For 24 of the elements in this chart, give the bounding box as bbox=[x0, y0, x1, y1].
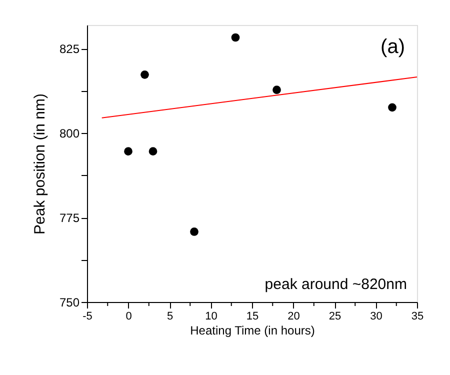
y-tick-label: 825 bbox=[59, 42, 80, 56]
x-axis-title: Heating Time (in hours) bbox=[190, 324, 315, 338]
x-tick-label: 20 bbox=[288, 310, 300, 322]
x-tick-label: -5 bbox=[82, 310, 92, 322]
point bbox=[190, 228, 198, 236]
point bbox=[231, 33, 240, 42]
x-tick-label: 25 bbox=[328, 310, 342, 322]
point bbox=[272, 86, 281, 94]
x-tick-label: 35 bbox=[411, 310, 424, 322]
point bbox=[388, 103, 396, 112]
x-tick-label: 15 bbox=[246, 310, 259, 322]
point bbox=[140, 70, 149, 79]
x-tick-label: 5 bbox=[166, 310, 174, 322]
y-axis-title: Peak position (in nm) bbox=[31, 94, 48, 234]
y-tick-label: 750 bbox=[59, 296, 80, 310]
y-tick-label: 800 bbox=[59, 126, 80, 141]
annotation: peak around ~820nm bbox=[264, 276, 407, 293]
point bbox=[148, 147, 158, 156]
y-tick-label: 775 bbox=[59, 211, 80, 226]
x-tick-label: 30 bbox=[370, 310, 382, 322]
x-tick-label: 10 bbox=[205, 310, 218, 322]
annotation: (a) bbox=[380, 36, 405, 58]
x-tick-label: 0 bbox=[126, 310, 132, 322]
point bbox=[124, 147, 132, 156]
